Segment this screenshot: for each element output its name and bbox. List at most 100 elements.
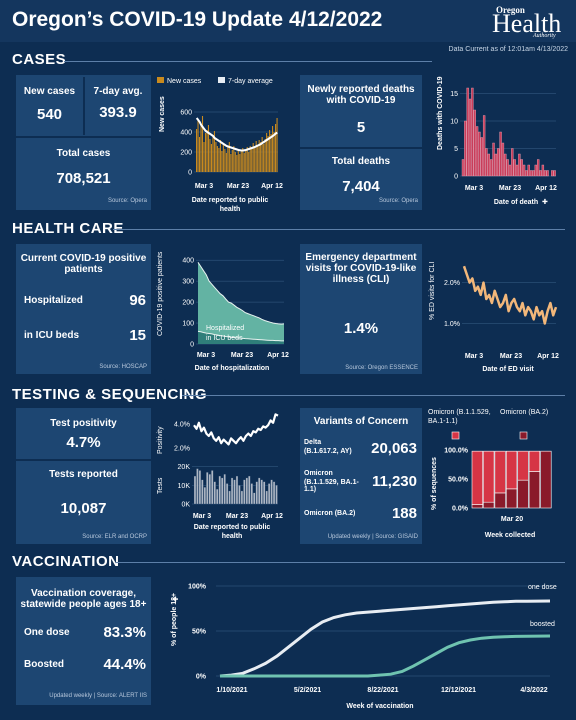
hosp-x-ticks: Mar 3 Mar 23 Apr 12 [197, 352, 289, 359]
tests-bar [240, 490, 244, 505]
deaths-bar [544, 170, 547, 177]
one-dose-label: One dose [24, 627, 70, 638]
variant-bar-ba1 [517, 450, 529, 481]
variant-value-ba2: 188 [391, 505, 417, 522]
y-tick-label: 20K [178, 464, 191, 471]
cases-bar [269, 130, 271, 172]
legend-omicron-ba2: Omicron (BA.2) [500, 409, 548, 416]
x-tick-label: 1/10/2021 [216, 687, 247, 694]
vax-ylabel: % of people 18+ [171, 593, 178, 646]
x-tick-label: Apr 12 [537, 353, 559, 360]
cases-ylabel: New cases [159, 96, 166, 132]
variant-bar-ba2 [494, 492, 506, 509]
icu-area [198, 331, 284, 344]
cases-bar [276, 118, 278, 172]
x-tick-label: Apr 12 [261, 513, 283, 520]
y-tick-label: 10 [450, 119, 458, 126]
hosp-area [198, 262, 284, 344]
variant-bars [471, 450, 552, 509]
y-tick-label: 15 [450, 91, 458, 98]
tests-bar [233, 479, 236, 505]
legend-omicron-ba1-line1: Omicron (B.1.1.529, [428, 409, 491, 416]
cases-bar [225, 153, 227, 172]
cases-bar [210, 144, 212, 172]
vaccination-card [16, 577, 151, 705]
cases-bar [201, 116, 204, 172]
seven-day-avg-value: 393.9 [99, 104, 137, 121]
y-tick-label: 600 [180, 110, 192, 117]
cases-bar [197, 121, 199, 172]
section-title-health-care: HEALTH CARE [12, 220, 124, 237]
oha-logo: Health [492, 9, 562, 38]
deaths-bar [471, 87, 474, 177]
boosted-value: 44.4% [103, 656, 146, 673]
tests-bar [248, 475, 251, 505]
card-divider [16, 459, 151, 461]
variant-bar-ba2 [517, 479, 529, 509]
cases-bar [234, 152, 236, 172]
deaths-bar [494, 153, 498, 177]
y-tick-label: 100 [182, 321, 194, 328]
y-tick-label: 400 [182, 258, 194, 265]
deaths-bar [487, 153, 490, 177]
deaths-bar [499, 131, 502, 177]
cases-bar [275, 124, 277, 172]
variant-bar-ba1 [471, 450, 483, 505]
cases-bar [240, 151, 242, 172]
vaccination-title: Vaccination coverage, statewide people a… [20, 588, 147, 610]
y-tick-label: 0 [190, 342, 194, 349]
variant-bar-ba2 [505, 488, 518, 509]
tests-xlabel-line2: health [222, 533, 243, 540]
deaths-bar [518, 153, 521, 177]
cases-bar [258, 140, 260, 172]
variant-xlabel: Week collected [485, 532, 535, 539]
x-tick-label: 12/12/2021 [441, 687, 476, 694]
y-tick-label: 300 [182, 279, 194, 286]
x-tick-label: Mar 3 [195, 183, 213, 190]
deaths-bar [475, 126, 479, 177]
x-tick-label: Mar 23 [227, 183, 249, 190]
section-divider [116, 562, 565, 563]
cases-bar [230, 154, 232, 172]
deaths-bar [468, 98, 472, 177]
deaths-bars [461, 87, 556, 177]
deaths-ylabel: Deaths with COVID-19 [437, 76, 444, 150]
card-divider [300, 147, 422, 149]
hosp-series-label: Hospitalized [206, 325, 244, 332]
deaths-bar [511, 148, 514, 177]
deaths-bar [497, 148, 500, 177]
deaths-bar [527, 164, 530, 177]
x-tick-label: Mar 3 [465, 353, 483, 360]
deaths-bar [501, 142, 505, 177]
deaths-bar [508, 164, 512, 177]
cases-bar [196, 129, 198, 172]
cases-bar [215, 142, 217, 172]
x-tick-label: Mar 3 [193, 513, 211, 520]
cases-bar [218, 148, 220, 172]
deaths-bar [464, 120, 467, 177]
positivity-chart: Positivity 2.0% 4.0% [157, 413, 279, 454]
variant-bar-ba1 [483, 450, 495, 503]
y-tick-label: 400 [180, 130, 192, 137]
patients-source: Source: HOSCAP [99, 364, 147, 370]
cases-bar [266, 133, 268, 172]
cases-bar [209, 139, 211, 172]
deaths-bar [534, 164, 537, 177]
vaccination-chart: % of people 18+ ✚ 0% 50% 100% one dose boo… [171, 584, 557, 711]
tests-bar [245, 477, 249, 505]
testing-card [16, 408, 151, 544]
x-tick-label: Mar 23 [499, 185, 521, 192]
ed-card [300, 244, 422, 374]
deaths-chart: Deaths with COVID-19 0 5 10 15 Mar 3 Mar 23 A… [437, 76, 557, 206]
cases-bar [272, 126, 274, 172]
cases-x-ticks: Mar 3 Mar 23 Apr 12 [195, 183, 283, 190]
deaths-bar [461, 159, 465, 177]
deaths-bar [473, 109, 476, 177]
cases-bar [228, 142, 230, 172]
x-tick-label: Apr 12 [535, 185, 557, 192]
cases-avg-line [195, 117, 278, 152]
new-cases-chart: New cases 7-day average New cases 0 200 40… [157, 77, 283, 213]
y-tick-label: 0K [181, 502, 190, 509]
y-tick-label: 0 [188, 170, 192, 177]
variants-title: Variants of Concern [313, 416, 409, 427]
